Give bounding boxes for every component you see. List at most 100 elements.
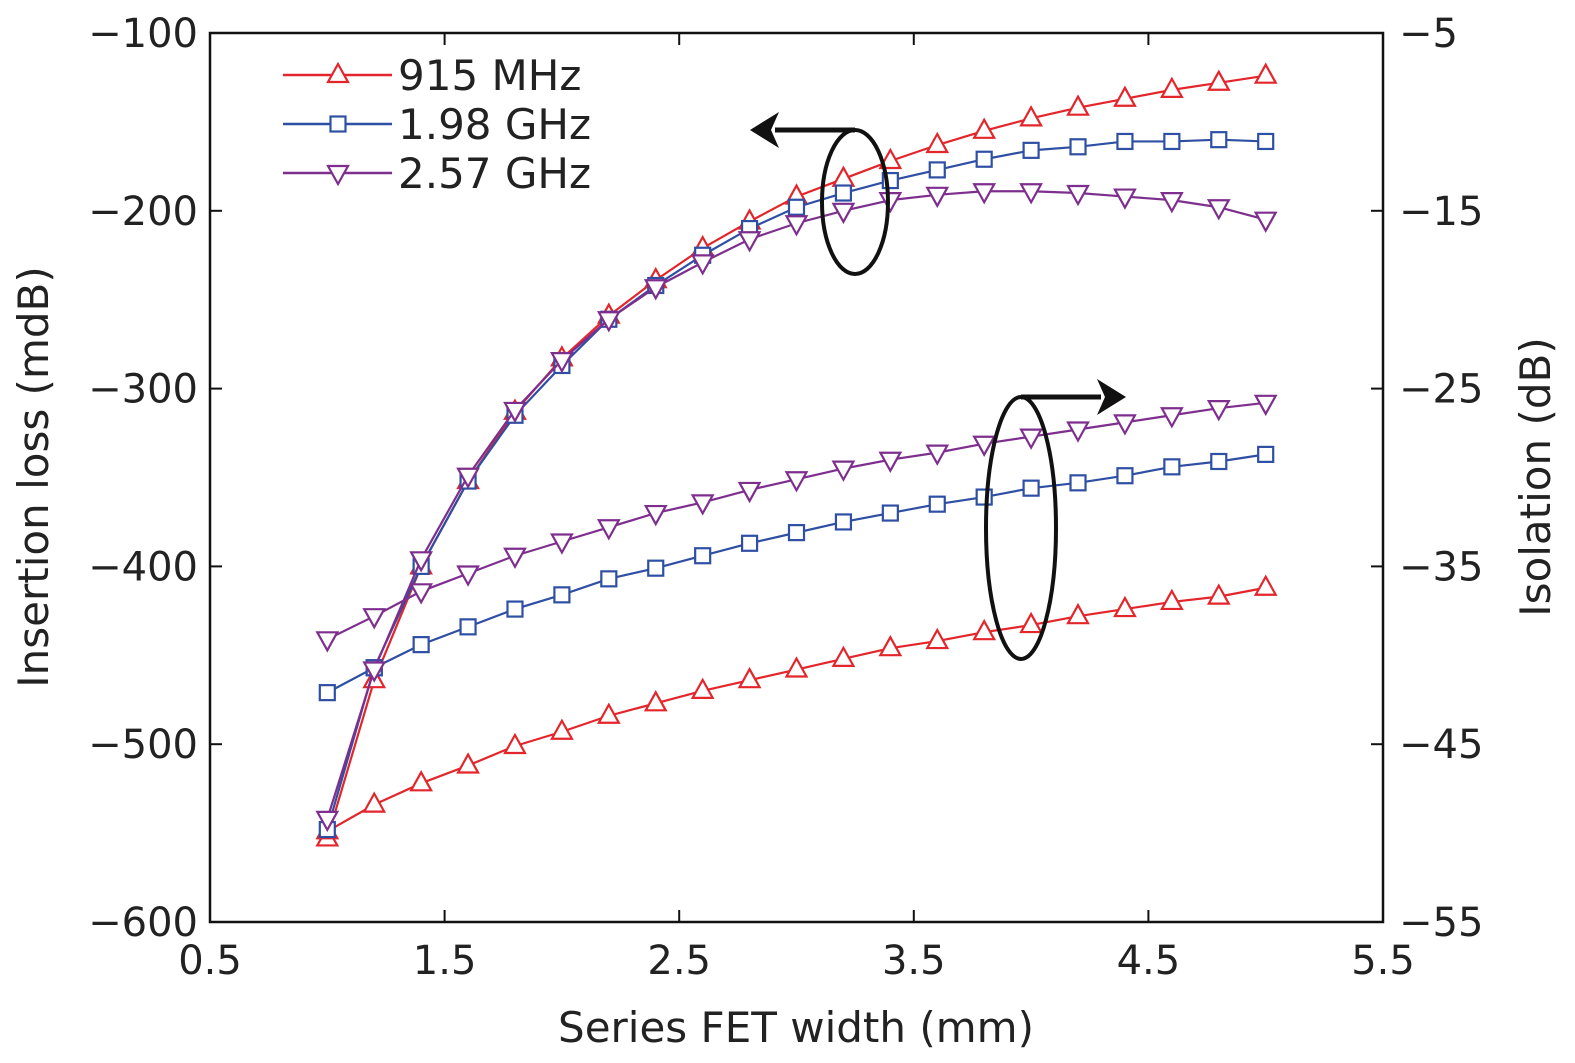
data-point-isolation <box>506 600 524 618</box>
data-point-isolation <box>409 583 434 605</box>
data-point-isolation <box>690 677 715 699</box>
data-point-insertion_loss <box>1206 199 1231 221</box>
legend-marker-icon <box>326 61 350 84</box>
data-point-isolation <box>1066 421 1090 443</box>
legend-marker-icon <box>326 164 350 187</box>
data-point-isolation <box>1019 428 1043 450</box>
data-point-isolation <box>972 618 997 641</box>
data-point-insertion_loss <box>1163 132 1181 151</box>
legend-label: 2.57 GHz <box>398 149 591 198</box>
data-point-isolation <box>1206 400 1231 422</box>
series-2-57-ghz-insertion_loss <box>315 183 1278 833</box>
data-point-isolation <box>550 718 574 740</box>
data-point-insertion_loss <box>596 311 621 333</box>
y2-tick-label: −5 <box>1399 11 1458 57</box>
annotation-arrow-head <box>750 112 779 148</box>
data-point-isolation <box>409 770 434 792</box>
data-point-insertion_loss <box>878 147 903 170</box>
y-tick-label: −100 <box>88 11 198 57</box>
series-915-mhz-isolation <box>315 574 1278 840</box>
legend-item-2-57-ghz: 2.57 GHz <box>283 149 591 198</box>
data-point-insertion_loss <box>1113 85 1137 107</box>
data-point-insertion_loss <box>925 131 950 154</box>
data-point-insertion_loss <box>737 231 762 253</box>
data-point-isolation <box>1253 394 1278 417</box>
y-axis-label: Insertion loss (mdB) <box>9 266 58 687</box>
data-point-isolation <box>503 732 527 755</box>
y-tick-label: −200 <box>88 189 198 235</box>
isolation-annotation-arrow-icon <box>984 379 1126 661</box>
data-point-isolation <box>881 504 899 522</box>
series-2-57-ghz-isolation <box>315 394 1278 653</box>
y2-axis-label: Isolation (dB) <box>1511 337 1560 616</box>
data-point-isolation <box>553 586 571 604</box>
data-point-isolation <box>928 495 946 513</box>
data-point-isolation <box>1113 414 1137 436</box>
series-line-insertion_loss <box>326 190 1266 820</box>
x-tick-label: 1.5 <box>413 938 477 984</box>
data-point-insertion_loss <box>1113 188 1137 210</box>
x-tick-label: 5.5 <box>1351 938 1415 984</box>
data-point-isolation <box>643 690 668 712</box>
data-point-isolation <box>456 752 480 774</box>
plot-frame <box>208 31 1385 924</box>
legend-item-1-98-ghz: 1.98 GHz <box>283 100 591 149</box>
data-point-isolation <box>878 634 903 657</box>
data-point-insertion_loss <box>1210 131 1228 149</box>
x-tick-label: 0.5 <box>178 938 242 984</box>
data-point-insertion_loss <box>972 117 997 139</box>
data-point-isolation <box>1066 602 1090 625</box>
y2-tick-label: −25 <box>1399 367 1483 413</box>
data-point-insertion_loss <box>1019 183 1043 205</box>
data-point-insertion_loss <box>1022 141 1040 159</box>
data-point-isolation <box>362 791 387 813</box>
data-point-isolation <box>600 570 618 588</box>
data-point-isolation <box>878 451 903 473</box>
y-tick-label: −300 <box>88 367 198 413</box>
data-point-isolation <box>643 504 668 527</box>
data-point-isolation <box>784 471 809 493</box>
y-tick-label: −600 <box>88 900 198 946</box>
data-point-isolation <box>787 524 806 542</box>
data-point-insertion_loss <box>1159 76 1184 98</box>
data-point-isolation <box>740 534 759 552</box>
data-point-isolation <box>1069 474 1087 492</box>
data-point-isolation <box>925 444 950 466</box>
data-point-isolation <box>690 494 715 516</box>
y2-tick-label: −45 <box>1399 722 1483 768</box>
data-point-insertion_loss <box>1253 211 1278 233</box>
data-point-isolation <box>737 481 762 504</box>
legend-marker-icon <box>329 115 347 133</box>
data-point-isolation <box>1022 479 1040 497</box>
data-point-insertion_loss <box>1253 62 1278 84</box>
data-point-isolation <box>412 636 430 654</box>
x-tick-label: 4.5 <box>1117 938 1181 984</box>
data-point-isolation <box>1019 611 1043 634</box>
data-point-isolation <box>1113 595 1137 618</box>
data-point-insertion_loss <box>1066 94 1090 116</box>
data-point-isolation <box>972 435 997 457</box>
data-point-insertion_loss <box>1069 138 1087 156</box>
data-point-insertion_loss <box>362 661 387 683</box>
data-point-insertion_loss <box>1206 69 1231 91</box>
data-point-isolation <box>737 666 762 689</box>
data-point-isolation <box>647 559 665 577</box>
data-point-isolation <box>315 631 340 653</box>
y-tick-label: −400 <box>88 544 198 590</box>
annotation-arrow-head <box>1097 379 1126 415</box>
data-point-isolation <box>834 513 853 531</box>
data-point-isolation <box>456 565 480 587</box>
legend-label: 1.98 GHz <box>398 100 591 149</box>
data-point-insertion_loss <box>1066 184 1090 207</box>
data-point-isolation <box>459 618 477 636</box>
y2-tick-label: −15 <box>1399 189 1483 235</box>
y2-tick-label: −55 <box>1399 900 1483 946</box>
data-point-insertion_loss <box>928 161 946 179</box>
data-point-isolation <box>694 547 712 565</box>
data-point-insertion_loss <box>409 551 434 573</box>
data-point-isolation <box>1253 574 1278 596</box>
x-tick-label: 2.5 <box>647 938 711 984</box>
data-point-insertion_loss <box>456 467 480 489</box>
data-point-insertion_loss <box>831 202 856 225</box>
